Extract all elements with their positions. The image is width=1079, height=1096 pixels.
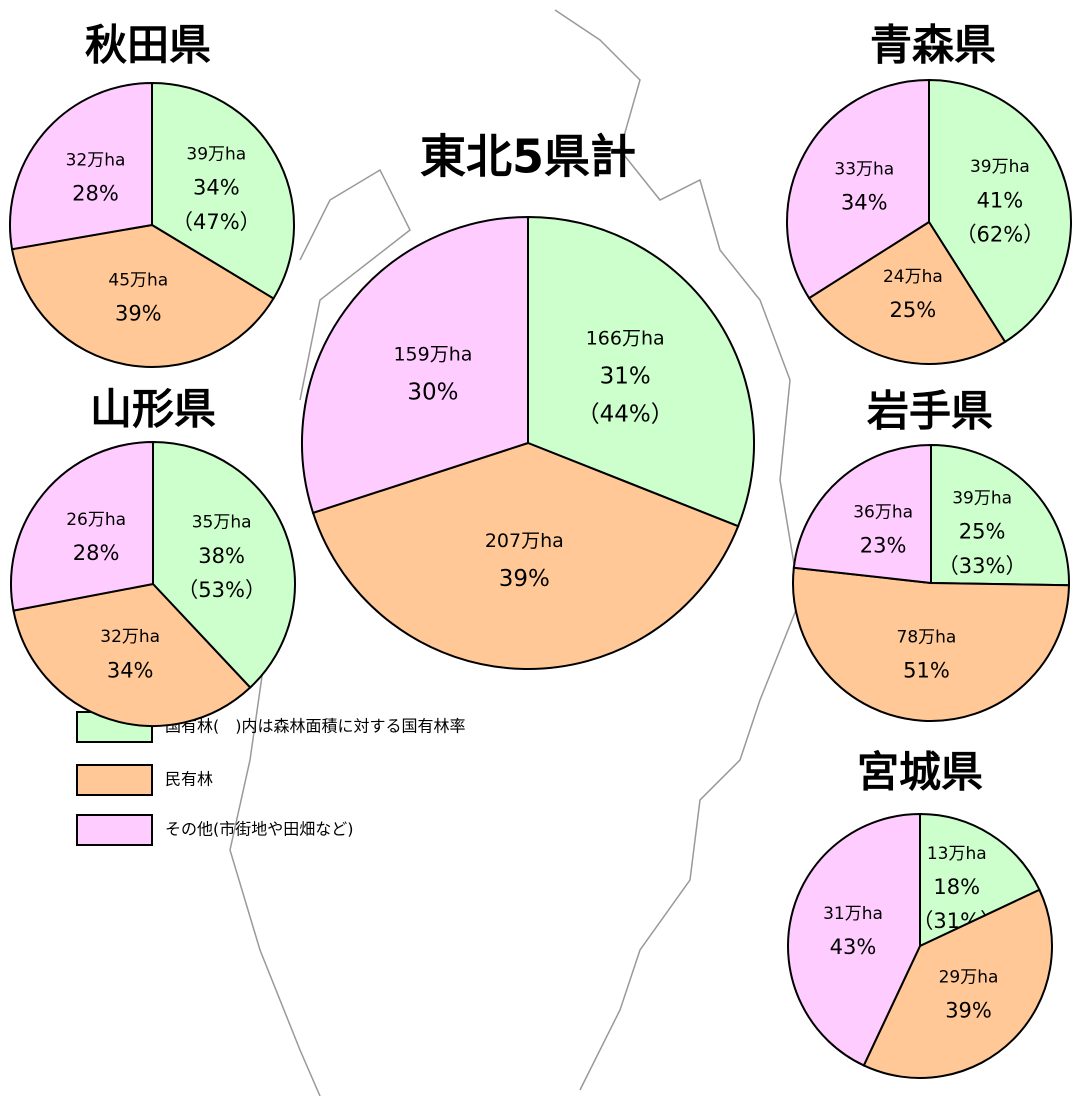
pie-slice: [10, 223, 275, 368]
percent-label: 18%: [933, 875, 980, 899]
percent-label: 25%: [890, 298, 937, 322]
map-outline: [229, 9, 801, 1096]
area-label: 31万ha: [823, 904, 883, 924]
percent-label: 28%: [72, 182, 119, 206]
area-label: 32万ha: [100, 627, 160, 647]
percent-label: 39%: [945, 999, 992, 1023]
pie-title: 秋田県: [85, 21, 211, 70]
pie: 岩手県 39万ha 25% （33%） 78万ha 51% 36万ha 23%: [792, 387, 1070, 723]
pie-title: 山形県: [90, 385, 216, 434]
pie-slice: [862, 888, 1054, 1080]
area-label: 32万ha: [66, 150, 126, 170]
percent-label: 25%: [959, 520, 1006, 544]
percent-label: 28%: [73, 541, 120, 565]
pie-slice: [786, 812, 921, 1067]
percent-label: 31%: [600, 363, 651, 389]
percent-label: 34%: [841, 191, 888, 215]
area-label: 39万ha: [952, 488, 1012, 508]
ratio-label: （47%）: [172, 210, 261, 234]
pie-slice: [9, 81, 153, 251]
ratio-label: （33%）: [938, 554, 1027, 578]
pie-title: 東北5県計: [420, 130, 636, 184]
pie-title: 青森県: [870, 21, 996, 70]
area-label: 207万ha: [485, 530, 564, 552]
percent-label: 34%: [193, 176, 240, 200]
pie-slice: [792, 443, 932, 585]
pie-slice: [919, 812, 1041, 948]
legend-label: 国有林( )内は森林面積に対する国有林率: [165, 717, 466, 736]
pie-slice: [10, 440, 154, 612]
ratio-label: （44%）: [577, 401, 674, 427]
area-label: 29万ha: [939, 967, 999, 987]
percent-label: 38%: [198, 544, 245, 568]
pie-slice: [792, 566, 1070, 723]
area-label: 39万ha: [970, 157, 1030, 177]
pie-slice: [12, 582, 252, 727]
legend-label: その他(市街地や田畑など): [165, 820, 354, 839]
pie-slice: [930, 443, 1070, 587]
area-label: 35万ha: [192, 513, 252, 533]
percent-label: 39%: [499, 566, 550, 592]
area-label: 26万ha: [66, 510, 126, 530]
area-label: 159万ha: [393, 343, 472, 365]
pie-title: 宮城県: [857, 748, 983, 797]
percent-label: 30%: [407, 379, 458, 405]
pie-slice: [807, 220, 1007, 365]
legend-swatch: [76, 764, 153, 796]
percent-label: 39%: [115, 302, 162, 326]
legend-label: 民有林: [165, 770, 213, 789]
percent-label: 34%: [107, 658, 154, 682]
pies: 秋田県 39万ha 34% （47%） 45万ha 39% 32万ha 28% 青森県 39万ha…: [9, 21, 1072, 1080]
legend-swatch: [76, 814, 153, 846]
ratio-label: （53%）: [177, 578, 266, 602]
area-label: 24万ha: [883, 267, 943, 287]
area-label: 39万ha: [186, 145, 246, 165]
pie-slice: [527, 215, 755, 528]
pie: 秋田県 39万ha 34% （47%） 45万ha 39% 32万ha 28%: [9, 21, 295, 368]
pie: 青森県 39万ha 41% （62%） 24万ha 25% 33万ha 34%: [786, 21, 1072, 365]
area-label: 33万ha: [834, 159, 894, 179]
pie-slice: [152, 440, 297, 689]
area-label: 78万ha: [897, 628, 957, 648]
area-label: 45万ha: [108, 270, 168, 290]
ratio-label: （62%）: [956, 223, 1045, 247]
pie: 山形県 35万ha 38% （53%） 32万ha 34% 26万ha 28%: [10, 385, 297, 727]
pie-title: 岩手県: [867, 387, 993, 436]
pie-slice: [311, 441, 740, 670]
pie-slice: [151, 81, 295, 300]
area-label: 36万ha: [853, 502, 913, 522]
percent-label: 43%: [830, 935, 877, 959]
percent-label: 51%: [903, 659, 950, 683]
pie-slice: [786, 78, 930, 300]
percent-label: 41%: [977, 188, 1024, 212]
percent-label: 23%: [860, 534, 907, 558]
pie: 東北5県計 166万ha 31% （44%） 207万ha 39% 159万ha 30%: [301, 130, 755, 670]
pie-slice: [301, 215, 529, 515]
area-label: 13万ha: [927, 844, 987, 864]
area-label: 166万ha: [586, 327, 665, 349]
